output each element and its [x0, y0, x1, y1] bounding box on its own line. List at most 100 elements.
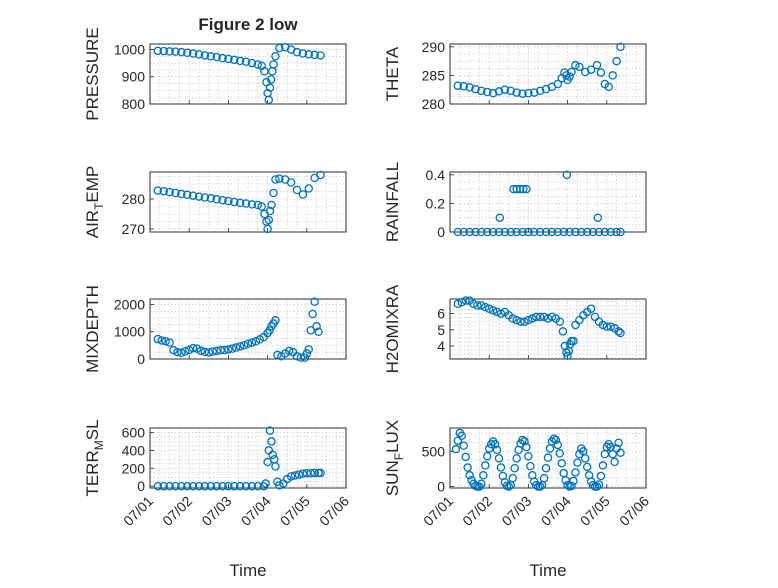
grid — [150, 172, 346, 232]
x-axis-label: Time — [529, 561, 566, 580]
data-point — [488, 306, 498, 315]
data-point — [612, 227, 621, 237]
data-point — [247, 58, 257, 68]
data-point — [310, 50, 319, 60]
data-point — [598, 320, 608, 330]
data-point — [524, 315, 533, 325]
data-point — [465, 83, 474, 92]
data-point — [165, 47, 174, 56]
subplot-sun-flux: 0 500 07/01 07/02 07/03 07/04 07/05 07/06 SUNFLU… — [383, 420, 652, 580]
data-point — [271, 462, 280, 471]
data-point — [206, 194, 216, 203]
data-point — [488, 227, 498, 237]
data-point — [453, 227, 463, 237]
data-point — [235, 56, 245, 66]
data-point — [592, 482, 602, 491]
data-series — [451, 428, 625, 491]
data-point — [549, 434, 559, 443]
y-axis-label-base: AIR — [83, 210, 102, 238]
data-point — [306, 326, 315, 335]
data-point — [461, 452, 470, 462]
data-point — [524, 88, 533, 98]
data-point — [181, 347, 190, 356]
data-point — [598, 461, 608, 470]
data-point — [479, 471, 488, 480]
data-point — [592, 60, 602, 70]
subplot-air-temp: 270 280 AIRTEMP — [83, 166, 347, 238]
data-point — [286, 472, 296, 481]
data-point — [541, 227, 551, 237]
y-tick-label: 4 — [437, 338, 445, 354]
y-axis-label-base: SUN — [383, 460, 402, 496]
data-point — [224, 345, 233, 354]
data-point — [482, 451, 492, 461]
data-point — [453, 81, 463, 90]
data-point — [520, 437, 529, 446]
y-tick-label: 900 — [122, 69, 146, 85]
data-point — [461, 296, 470, 305]
y-axis-label: TERRMSL — [83, 419, 106, 496]
data-point — [555, 317, 565, 326]
data-series — [153, 43, 325, 105]
data-point — [477, 227, 486, 237]
data-point — [230, 197, 239, 207]
data-point — [165, 338, 174, 347]
data-point — [218, 481, 227, 491]
y-tick-label: 400 — [122, 442, 146, 458]
data-point — [614, 438, 623, 448]
y-axis-label-rest: SL — [83, 419, 102, 440]
y-tick-label: 600 — [122, 424, 146, 440]
y-tick-label: 200 — [122, 460, 146, 476]
data-point — [268, 450, 277, 460]
data-point — [239, 341, 249, 350]
data-point — [588, 480, 598, 490]
data-point — [265, 206, 275, 216]
data-point — [230, 55, 239, 65]
y-axis-label-sub: M — [92, 440, 106, 450]
data-point — [528, 314, 537, 323]
data-point — [616, 448, 625, 457]
axes-frame — [449, 427, 647, 489]
data-point — [302, 349, 312, 358]
data-series — [153, 297, 323, 362]
data-point — [612, 56, 621, 66]
data-point — [459, 441, 468, 450]
data-point — [224, 54, 233, 64]
data-point — [247, 338, 257, 347]
data-point — [580, 454, 590, 463]
data-point — [471, 84, 480, 94]
data-point — [477, 479, 486, 489]
subplot-rainfall: 0 0.2 0.4 RAINFALL — [383, 162, 647, 242]
data-point — [212, 52, 221, 62]
y-tick-label: 1000 — [114, 324, 145, 340]
y-tick-label: 280 — [122, 191, 146, 207]
data-point — [512, 227, 521, 237]
y-tick-label: 1000 — [114, 41, 145, 57]
data-point — [459, 82, 468, 91]
y-axis-label: THETA — [383, 46, 402, 101]
data-point — [481, 461, 490, 470]
data-point — [230, 481, 239, 491]
data-point — [304, 184, 314, 193]
data-point — [275, 174, 284, 183]
data-point — [582, 227, 592, 237]
data-series — [453, 296, 625, 361]
y-axis-label: PRESSURE — [83, 27, 102, 121]
data-point — [596, 471, 606, 481]
data-point — [504, 482, 514, 491]
data-point — [563, 480, 572, 490]
data-point — [616, 227, 625, 237]
data-point — [300, 353, 310, 362]
y-axis-label: SUNFLUX — [383, 420, 406, 496]
data-point — [304, 345, 314, 354]
x-tick-label: 07/05 — [277, 493, 313, 529]
y-axis-label-rest: EMP — [83, 166, 102, 203]
data-point — [530, 227, 539, 237]
data-point — [530, 88, 539, 97]
data-point — [169, 346, 178, 355]
axes-frame — [149, 43, 347, 105]
y-tick-label: 0 — [437, 479, 445, 495]
data-point — [506, 227, 516, 237]
data-point — [600, 227, 610, 237]
data-point — [264, 215, 274, 225]
